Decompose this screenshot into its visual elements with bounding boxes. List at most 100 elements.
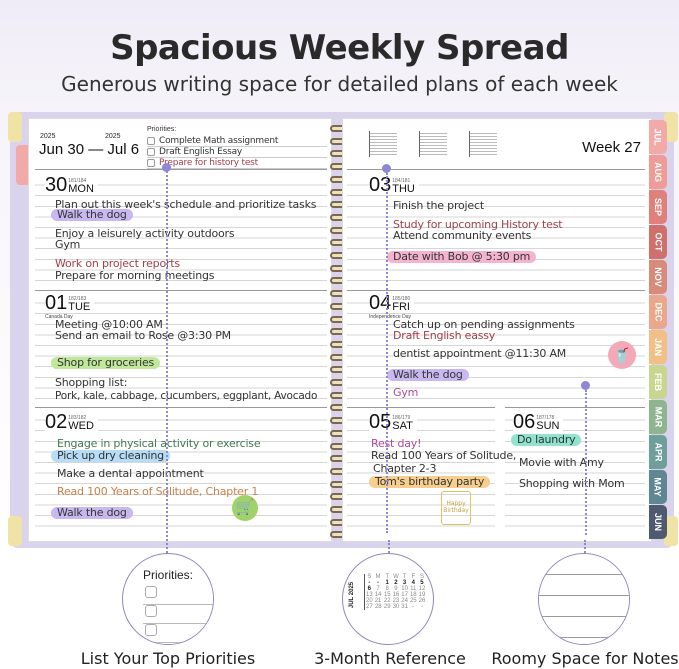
drink-cup-icon: 🥤 — [608, 341, 636, 369]
entry-highlighted[interactable]: Do laundry — [511, 434, 582, 446]
callout-line — [584, 540, 586, 553]
entry[interactable]: Gym — [393, 386, 419, 399]
mini-calendar-aug — [469, 131, 497, 157]
birthday-cake-icon: Happy Birthday — [441, 491, 471, 525]
month-tab-mar[interactable]: MAR — [649, 400, 667, 434]
month-tab-aug[interactable]: AUG — [649, 155, 667, 189]
priority-item[interactable]: Complete Math assignment — [147, 136, 327, 147]
holiday-label: Independence Day — [369, 314, 411, 320]
shopping-cart-icon: 🛒 — [232, 495, 258, 521]
divider — [35, 407, 327, 408]
subheadline: Generous writing space for detailed plan… — [61, 72, 618, 96]
entry-highlighted[interactable]: Walk the dog — [51, 209, 133, 221]
calendar-day: 5 — [420, 580, 424, 586]
month-tab-sep[interactable]: SEP — [649, 190, 667, 224]
holiday-label: Canada Day — [45, 314, 73, 320]
checkbox[interactable] — [147, 136, 155, 145]
entry[interactable]: Chapter 2-3 — [373, 462, 437, 475]
entry-highlighted[interactable]: Walk the dog — [387, 369, 469, 381]
calendar-day: 18 — [409, 592, 417, 598]
tab-label: FEB — [653, 373, 663, 391]
entry-highlighted[interactable]: Pick up dry cleaning — [51, 450, 170, 462]
month-calendar: S M T W T F S - -1 2 3 4 5 6 7 8 9 10 11 12 13 14 15 16 17 18 19 20… — [364, 574, 426, 610]
entry-highlighted[interactable]: Date with Bob @ 5:30 pm — [387, 251, 537, 263]
calendar-day: 3 — [402, 580, 407, 586]
entry[interactable]: Read 100 Years of Solitude, Chapter 1 — [57, 485, 259, 498]
entry[interactable]: Engage in physical activity or exercise — [57, 437, 261, 450]
entry[interactable]: dentist appointment @11:30 AM — [393, 347, 567, 360]
left-month-tab[interactable] — [16, 145, 28, 185]
month-tab-may[interactable]: MAY — [649, 470, 667, 504]
calendar-day: 8 — [385, 586, 389, 592]
entry[interactable]: Send an email to Rose @3:30 PM — [55, 329, 231, 342]
priority-item[interactable]: Prepare for history test — [147, 158, 327, 169]
divider — [347, 169, 645, 170]
checkbox[interactable] — [147, 147, 155, 156]
day-label-stack: 187/178 SUN — [536, 415, 559, 432]
entry[interactable]: Prepare for morning meetings — [55, 269, 215, 282]
entry[interactable]: Catch up on pending assignments — [393, 318, 575, 331]
day-label-stack: 184/181 THU — [392, 178, 415, 195]
entry[interactable]: Pork, kale, cabbage, cucumbers, eggplant… — [55, 390, 318, 402]
calendar-day: 17 — [401, 592, 408, 598]
month-tab-apr[interactable]: APR — [649, 435, 667, 469]
checkbox[interactable] — [147, 158, 155, 167]
month-tab-nov[interactable]: NOV — [649, 260, 667, 294]
day-of-year: 181/184 — [68, 178, 87, 184]
notes-magnifier — [538, 553, 630, 645]
mini-calendar-jun — [369, 131, 397, 157]
entry[interactable]: Movie with Amy — [519, 456, 604, 469]
month-tab-jul[interactable]: JUL — [649, 120, 667, 154]
weekday-header: T — [402, 574, 407, 580]
entry[interactable]: Read 100 Years of Solitude, — [371, 449, 517, 462]
entry[interactable]: Shopping with Mom — [519, 477, 625, 490]
entry[interactable]: Make a dental appointment — [57, 467, 204, 480]
entry[interactable]: Gym — [55, 238, 81, 251]
calendar-day: 6 — [367, 586, 372, 592]
entry-highlighted[interactable]: Walk the dog — [51, 507, 133, 519]
day-header: 02 183/182 WED — [45, 412, 98, 432]
day-number: 01 — [45, 292, 68, 314]
entry[interactable]: Study for upcoming History test — [393, 218, 563, 231]
day-name: WED — [68, 420, 94, 432]
entry[interactable]: Enjoy a leisurely activity outdoors — [55, 227, 235, 240]
note-lines — [539, 554, 629, 644]
calendar-day: - — [420, 604, 423, 610]
callout-dot — [162, 163, 171, 172]
day-number: 04 — [369, 292, 392, 314]
month-tab-oct[interactable]: OCT — [649, 225, 667, 259]
entry[interactable]: Meeting @10:00 AM — [55, 318, 163, 331]
divider — [505, 407, 645, 408]
corner-protector — [8, 112, 22, 142]
day-label-stack: 186/179 SAT — [392, 415, 413, 432]
tab-label: DEC — [653, 302, 664, 322]
entry-highlighted[interactable]: Tom's birthday party — [369, 476, 491, 488]
year-start: 2025 — [40, 133, 56, 140]
entry[interactable]: Plan out this week's schedule and priori… — [55, 198, 317, 211]
entry[interactable]: Work on project reports — [55, 257, 180, 270]
day-number: 05 — [369, 411, 392, 433]
day-of-year: 185/180 — [392, 296, 411, 302]
magnified-priorities-label: Priorities: — [143, 568, 194, 582]
tab-label: NOV — [653, 267, 664, 287]
calendar-day: 29 — [383, 604, 391, 610]
entry[interactable]: Rest day! — [371, 437, 422, 450]
entry[interactable]: Shopping list: — [55, 376, 128, 389]
entry[interactable]: Draft English eassy — [393, 329, 496, 342]
tab-label: JUN — [653, 512, 664, 532]
day-of-year: 186/179 — [392, 415, 411, 421]
day-label-stack: 183/182 WED — [68, 415, 94, 432]
month-tab-jan[interactable]: JAN — [649, 330, 667, 364]
entry[interactable]: Finish the project — [393, 199, 484, 212]
entry-highlighted[interactable]: Shop for groceries — [51, 357, 161, 369]
month-tab-feb[interactable]: FEB — [649, 365, 667, 399]
callout-dot — [382, 164, 391, 173]
entry[interactable]: Attend community events — [393, 229, 532, 242]
tab-label: JUL — [652, 128, 663, 146]
priority-item[interactable]: Draft English Essay — [147, 147, 327, 158]
calendar-day: 7 — [376, 586, 380, 592]
month-tab-jun[interactable]: JUN — [649, 505, 667, 539]
callout-line — [386, 173, 388, 533]
month-tab-dec[interactable]: DEC — [649, 295, 667, 329]
priorities-label: Priorities: — [147, 126, 177, 133]
